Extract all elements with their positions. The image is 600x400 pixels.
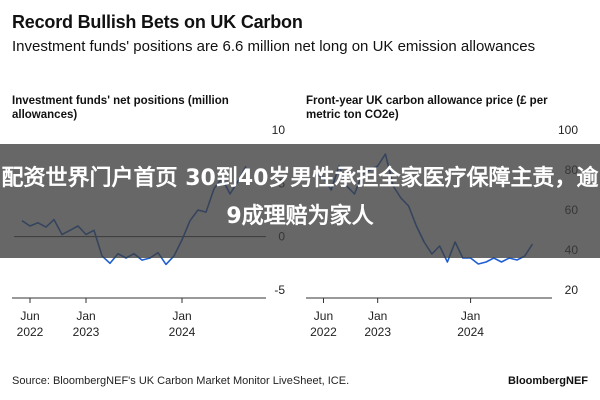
- left-y-tick-label: 10: [272, 123, 286, 137]
- chart-title: Record Bullish Bets on UK Carbon: [12, 12, 303, 32]
- left-y-tick-label: -5: [274, 283, 285, 297]
- right-y-tick-label: 20: [565, 283, 579, 297]
- right-x-tick-label: Jan: [368, 309, 387, 323]
- right-x-tick-label: Jan: [461, 309, 480, 323]
- left-panel-title: Investment funds' net positions (million…: [12, 95, 229, 121]
- left-x-tick-label: Jun: [20, 309, 39, 323]
- left-x-tick-label: 2022: [17, 325, 44, 339]
- left-x-tick-label: 2024: [169, 325, 196, 339]
- right-panel-title: Front-year UK carbon allowance price (£ …: [306, 95, 548, 121]
- watermark-banner-text: 配资世界门户首页 30到40岁男性承担全家医疗保障主责，逾9成理赔为家人: [1, 166, 599, 229]
- right-x-tick-label: 2023: [364, 325, 391, 339]
- chart-subtitle: Investment funds' positions are 6.6 mill…: [12, 38, 536, 55]
- right-y-tick-label: 100: [558, 123, 578, 137]
- left-x-tick-label: 2023: [73, 325, 100, 339]
- source-note: Source: BloombergNEF's UK Carbon Market …: [12, 375, 350, 387]
- right-x-tick-label: 2022: [310, 325, 337, 339]
- left-x-tick-label: Jan: [76, 309, 95, 323]
- watermark-banner: [0, 144, 600, 258]
- right-x-tick-label: Jun: [314, 309, 333, 323]
- right-x-tick-label: 2024: [457, 325, 484, 339]
- brand-logo: BloombergNEF: [507, 375, 588, 387]
- left-x-tick-label: Jan: [172, 309, 191, 323]
